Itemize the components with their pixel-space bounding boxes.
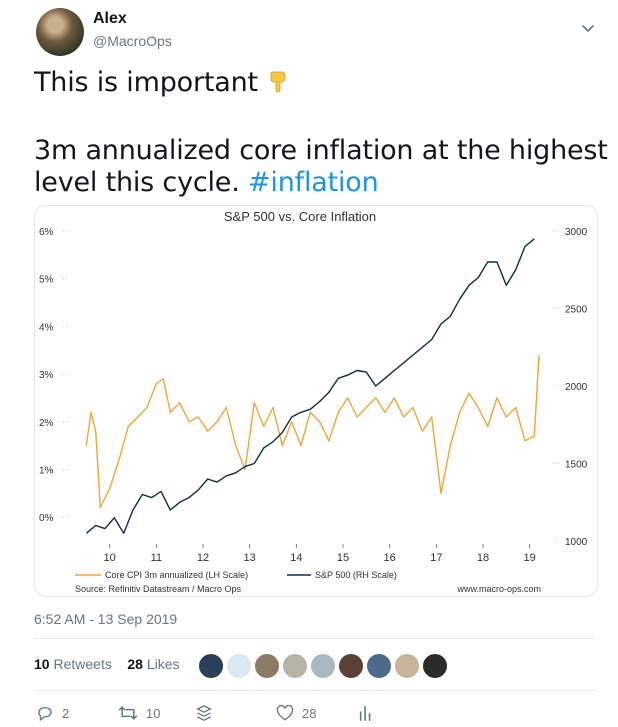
like-count: 28 bbox=[302, 705, 317, 721]
legend-sp500-label: S&P 500 (RH Scale) bbox=[315, 570, 397, 580]
tweet-text-line2: 3m annualized core inflation at the high… bbox=[34, 135, 608, 166]
reply-icon bbox=[38, 707, 52, 722]
x-axis-tick-label: 18 bbox=[477, 552, 489, 564]
right-axis-tick-label: 1000 bbox=[565, 537, 588, 548]
x-axis-tick-label: 13 bbox=[244, 552, 256, 564]
chart-svg: S&P 500 vs. Core Inflation 6% 5% 4% 3% 2% 1% 0… bbox=[39, 209, 588, 594]
chart-source: Source: Refinitiv Datastream / Macro Ops bbox=[75, 584, 242, 594]
like-button[interactable]: 28 bbox=[276, 704, 316, 722]
share-button[interactable] bbox=[196, 704, 212, 722]
liker-avatar[interactable] bbox=[338, 653, 364, 679]
left-axis-tick-label: 0% bbox=[39, 513, 54, 524]
series-line-sp500 bbox=[85, 238, 535, 534]
right-axis-tick-label: 2000 bbox=[565, 382, 588, 393]
stack-icon bbox=[196, 705, 212, 721]
x-axis-tick-label: 10 bbox=[104, 552, 116, 564]
liker-avatar[interactable] bbox=[422, 653, 448, 679]
liker-avatar[interactable] bbox=[310, 653, 336, 679]
x-axis-tick-label: 17 bbox=[430, 552, 442, 564]
chevron-down-icon[interactable] bbox=[580, 20, 596, 36]
left-axis-tick-label: 6% bbox=[39, 227, 54, 238]
x-axis-tick-label: 15 bbox=[337, 552, 349, 564]
right-axis-tick-label: 3000 bbox=[565, 227, 588, 238]
reply-count: 2 bbox=[62, 705, 70, 721]
tweet-line3: level this cycle. bbox=[34, 167, 240, 198]
left-axis-tick-label: 1% bbox=[39, 465, 54, 476]
tweet-stats: 10 Retweets 28 Likes bbox=[34, 656, 180, 672]
left-axis-tick-label: 2% bbox=[39, 418, 54, 429]
right-axis-tick-label: 1500 bbox=[565, 460, 588, 471]
liker-avatar[interactable] bbox=[226, 653, 252, 679]
analytics-icon bbox=[359, 705, 371, 721]
x-axis-tick-label: 11 bbox=[151, 552, 162, 564]
left-axis-tick-label: 4% bbox=[39, 322, 54, 333]
left-axis-tick-label: 3% bbox=[39, 370, 54, 381]
tweet-text-line1: This is important bbox=[34, 67, 290, 99]
reply-button[interactable]: 2 bbox=[36, 704, 69, 722]
liker-avatar[interactable] bbox=[198, 653, 224, 679]
chart-watermark: www.macro-ops.com bbox=[456, 584, 541, 594]
avatar[interactable] bbox=[36, 8, 84, 56]
retweet-count: 10 bbox=[146, 705, 161, 721]
likes-count: 28 bbox=[127, 656, 143, 672]
tweet-text-line3: level this cycle. #inflation bbox=[34, 167, 379, 199]
x-axis-tick-label: 12 bbox=[197, 552, 209, 564]
analytics-button[interactable] bbox=[358, 704, 374, 722]
retweets-stat[interactable]: 10 Retweets bbox=[34, 656, 112, 672]
author-name[interactable]: Alex bbox=[93, 10, 127, 27]
author-handle[interactable]: @MacroOps bbox=[93, 33, 172, 49]
hashtag-link[interactable]: #inflation bbox=[248, 167, 379, 198]
legend-cpi-label: Core CPI 3m annualized (LH Scale) bbox=[105, 570, 248, 580]
liker-avatar[interactable] bbox=[394, 653, 420, 679]
liker-avatar[interactable] bbox=[282, 653, 308, 679]
chart-image[interactable]: S&P 500 vs. Core Inflation 6% 5% 4% 3% 2% 1% 0… bbox=[34, 205, 598, 597]
x-axis-tick-label: 14 bbox=[290, 552, 302, 564]
retweets-label: Retweets bbox=[53, 656, 112, 672]
retweet-icon bbox=[118, 706, 138, 720]
chart-title: S&P 500 vs. Core Inflation bbox=[224, 209, 376, 224]
heart-icon bbox=[276, 704, 294, 721]
liker-avatar[interactable] bbox=[366, 653, 392, 679]
series-line-core-cpi bbox=[85, 354, 540, 509]
retweet-button[interactable]: 10 bbox=[118, 704, 160, 722]
tweet-timestamp[interactable]: 6:52 AM - 13 Sep 2019 bbox=[34, 611, 178, 627]
tweet-line1: This is important bbox=[34, 67, 258, 98]
liker-avatar[interactable] bbox=[254, 653, 280, 679]
divider bbox=[34, 638, 596, 639]
likes-label: Likes bbox=[146, 656, 180, 672]
divider bbox=[34, 690, 596, 691]
likes-stat[interactable]: 28 Likes bbox=[127, 656, 179, 672]
retweets-count: 10 bbox=[34, 656, 50, 672]
pointing-down-emoji-icon bbox=[270, 71, 286, 93]
right-axis-tick-label: 2500 bbox=[565, 305, 588, 316]
x-axis-tick-label: 16 bbox=[384, 552, 396, 564]
left-axis-tick-label: 5% bbox=[39, 275, 54, 286]
x-axis-tick-label: 19 bbox=[524, 552, 536, 564]
